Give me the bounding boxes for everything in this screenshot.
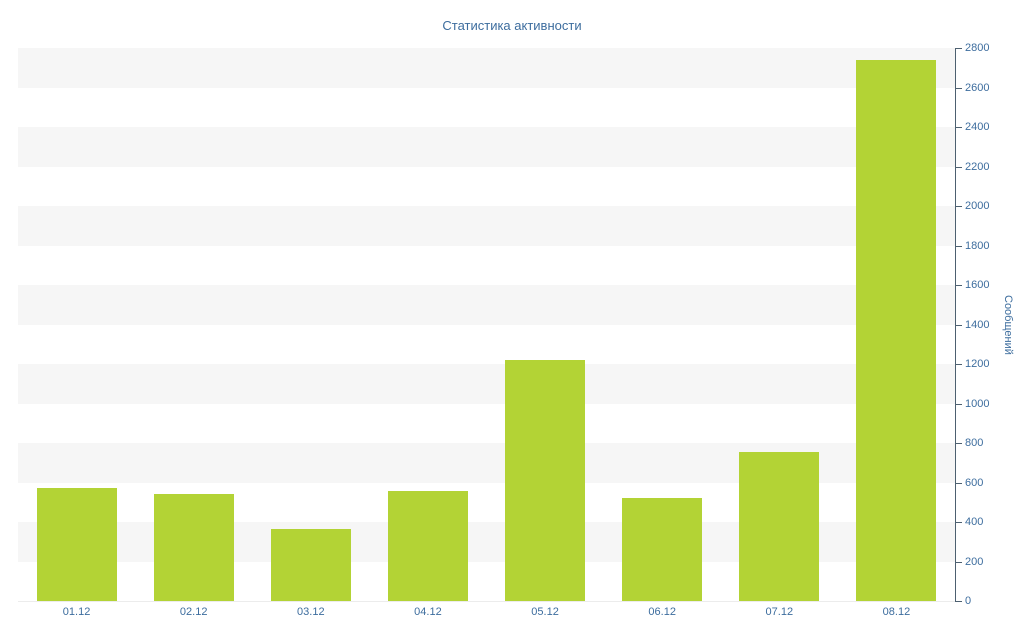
y-tick-label: 2200 <box>965 160 990 173</box>
y-tick-label: 600 <box>965 476 984 489</box>
y-tick-label: 0 <box>965 595 972 607</box>
y-axis-line <box>955 48 956 602</box>
y-tick-label: 1200 <box>965 358 990 370</box>
y-tick <box>956 522 962 523</box>
bar-01.12 <box>36 488 117 601</box>
y-axis-title: Сообщений <box>1002 294 1014 355</box>
y-tick-label: 400 <box>965 516 984 528</box>
y-tick-label: 800 <box>965 437 984 449</box>
y-tick-label: 1400 <box>965 318 990 331</box>
plot-area <box>18 48 955 602</box>
x-tick-label: 05.12 <box>531 606 559 618</box>
x-tick-label: 02.12 <box>179 606 208 618</box>
grid-band <box>18 206 955 246</box>
bar-04.12 <box>387 491 468 601</box>
bar-03.12 <box>270 529 351 601</box>
y-tick <box>956 166 962 168</box>
bar-05.12 <box>505 360 586 601</box>
y-tick-label: 1000 <box>965 397 990 410</box>
x-tick-label: 07.12 <box>765 606 794 618</box>
x-tick-label: 01.12 <box>62 606 91 618</box>
y-tick <box>956 364 962 365</box>
y-tick <box>956 245 962 247</box>
grid-band <box>18 364 955 404</box>
y-tick-label: 1800 <box>965 239 990 252</box>
y-tick <box>956 601 962 602</box>
y-tick <box>956 443 962 444</box>
y-tick <box>956 285 962 286</box>
y-tick-label: 1600 <box>965 279 990 291</box>
y-tick <box>956 48 962 49</box>
x-tick-label: 08.12 <box>882 606 911 618</box>
y-tick-label: 2400 <box>965 121 990 133</box>
x-tick-label: 04.12 <box>414 606 442 618</box>
y-tick <box>956 127 962 128</box>
y-tick-label: 2600 <box>965 81 990 94</box>
y-tick-label: 2000 <box>965 200 990 212</box>
y-tick <box>956 561 962 563</box>
bar-08.12 <box>856 60 937 601</box>
bar-07.12 <box>739 452 820 601</box>
grid-band <box>18 48 955 88</box>
grid-band <box>18 127 955 167</box>
chart-title: Статистика активности <box>442 18 582 33</box>
grid-band <box>18 285 955 325</box>
bar-06.12 <box>622 498 703 601</box>
y-tick <box>956 324 962 326</box>
x-tick-label: 06.12 <box>648 606 676 618</box>
y-tick <box>956 87 962 89</box>
y-tick <box>956 206 962 207</box>
y-tick <box>956 482 962 484</box>
y-tick <box>956 403 962 405</box>
x-tick-label: 03.12 <box>297 606 325 618</box>
bar-02.12 <box>153 494 234 601</box>
y-tick-label: 2800 <box>965 42 990 54</box>
y-tick-label: 200 <box>965 555 984 568</box>
